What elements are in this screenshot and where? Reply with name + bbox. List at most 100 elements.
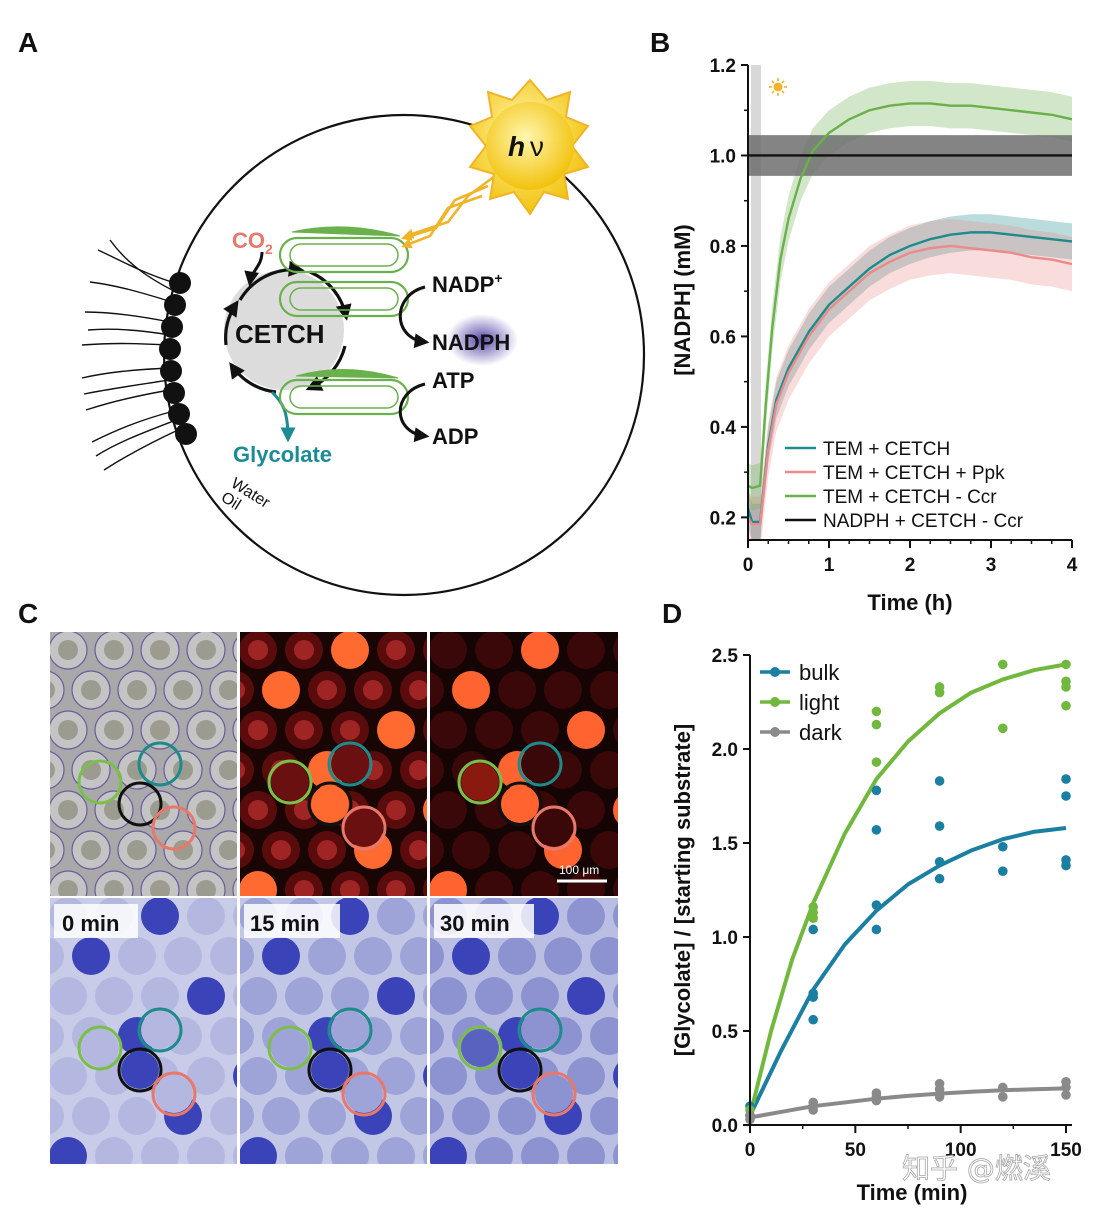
panel-label-b: B — [650, 27, 670, 58]
legend-dot-light — [770, 697, 780, 707]
droplet — [636, 911, 674, 949]
droplet — [164, 591, 202, 629]
droplet — [590, 751, 618, 789]
droplet — [240, 1017, 254, 1055]
droplet — [446, 1177, 484, 1215]
droplet — [141, 977, 179, 1015]
band-2 — [748, 80, 1072, 511]
droplet — [210, 1097, 237, 1135]
droplet — [72, 591, 110, 629]
droplet — [406, 1177, 444, 1215]
droplet — [377, 711, 415, 749]
droplet — [613, 983, 618, 1009]
data-point-light — [934, 682, 945, 692]
droplet — [308, 1177, 346, 1215]
legend-dot-dark — [770, 727, 780, 737]
panel-a-schematic: CETCH CO2 Glycolate NADP+ NADPH ATP ADP … — [81, 78, 646, 597]
droplet — [492, 591, 530, 629]
droplet — [636, 857, 674, 895]
data-point-bulk — [1061, 791, 1071, 801]
fit-curve-bulk — [750, 825, 1067, 1117]
droplet — [95, 977, 133, 1015]
brightfield-image — [3, 591, 340, 896]
watermark: 知乎 @燃溪 — [902, 1152, 1051, 1185]
droplet — [240, 937, 254, 975]
droplet — [613, 903, 618, 929]
droplet — [430, 977, 467, 1015]
droplet — [216, 1177, 254, 1215]
droplet — [233, 904, 237, 928]
droplet — [302, 591, 340, 629]
data-point-light — [998, 659, 1008, 670]
d-y-tick-label-2: 1.0 — [712, 928, 738, 949]
data-point-bulk — [808, 924, 818, 935]
droplet — [567, 632, 605, 669]
data-point-bulk — [934, 776, 945, 786]
droplet — [659, 631, 697, 669]
chart-d-xlabel: Time (min) — [857, 1180, 968, 1205]
droplet — [308, 937, 346, 975]
chart-b: 0.2 0.4 0.6 0.8 1.0 1.2 0 1 2 3 4 [NADPH] (mM) Tim… — [670, 56, 1078, 615]
chart-b-lines — [748, 102, 1072, 526]
droplet — [232, 717, 237, 743]
hv-h: h — [508, 131, 525, 162]
highlight-ring — [267, 1025, 313, 1071]
droplet — [423, 798, 427, 822]
data-point-dark — [934, 1078, 945, 1089]
droplet — [232, 637, 237, 663]
band-1 — [748, 218, 1072, 540]
y-tick-label-3: 0.8 — [710, 237, 736, 258]
droplet — [400, 1017, 427, 1055]
droplet — [423, 878, 427, 896]
droplet — [430, 671, 444, 709]
data-point-bulk — [934, 857, 945, 867]
data-point-bulk — [871, 825, 882, 835]
droplet — [50, 937, 64, 975]
droplet — [50, 1137, 87, 1164]
droplet — [233, 984, 237, 1008]
fit-curve-dark — [750, 1086, 1067, 1120]
d-y-tick-label-1: 0.5 — [712, 1022, 739, 1043]
droplet — [240, 1057, 277, 1095]
droplet — [3, 711, 41, 749]
time-label-0: 0 min — [62, 911, 119, 936]
droplet — [95, 1137, 133, 1164]
time-label-15: 15 min — [250, 911, 320, 936]
droplet — [262, 937, 300, 975]
droplet — [682, 591, 720, 629]
droplet — [232, 797, 237, 823]
droplet — [636, 671, 674, 709]
data-point-bulk — [871, 900, 882, 910]
co2-arrow — [244, 251, 264, 287]
highlight-ring — [117, 781, 163, 827]
x-tick-label-2: 2 — [905, 555, 916, 576]
legend-label-2: TEM + CETCH - Ccr — [823, 487, 997, 508]
droplet — [233, 1144, 237, 1164]
highlight-ring — [327, 741, 373, 787]
droplet — [232, 877, 237, 896]
chart-b-ticks: 0.2 0.4 0.6 0.8 1.0 1.2 0 1 2 3 4 — [710, 56, 1078, 576]
adp-label: ADP — [432, 424, 478, 449]
droplet — [613, 1063, 618, 1089]
panel-label-d: D — [662, 598, 682, 629]
y-tick-label-4: 1.0 — [710, 146, 736, 167]
highlight-ring — [307, 1047, 353, 1093]
droplet — [452, 671, 490, 709]
legend-label-light: light — [799, 690, 839, 715]
chart-b-legend: TEM + CETCH TEM + CETCH + Ppk TEM + CETCH … — [785, 439, 1024, 532]
droplet — [446, 591, 484, 629]
droplet — [240, 831, 254, 869]
highlight-ring — [531, 1071, 577, 1117]
data-point-light — [871, 757, 882, 767]
droplet — [118, 1177, 156, 1215]
y-tick-label-2: 0.6 — [710, 327, 736, 348]
droplet — [210, 937, 237, 975]
droplet — [377, 898, 415, 935]
data-point-bulk — [808, 1014, 818, 1025]
droplet — [567, 711, 605, 749]
droplet — [26, 1177, 64, 1215]
droplet — [498, 1097, 536, 1135]
droplet — [118, 591, 156, 629]
droplet — [331, 977, 369, 1015]
droplet — [682, 671, 720, 709]
